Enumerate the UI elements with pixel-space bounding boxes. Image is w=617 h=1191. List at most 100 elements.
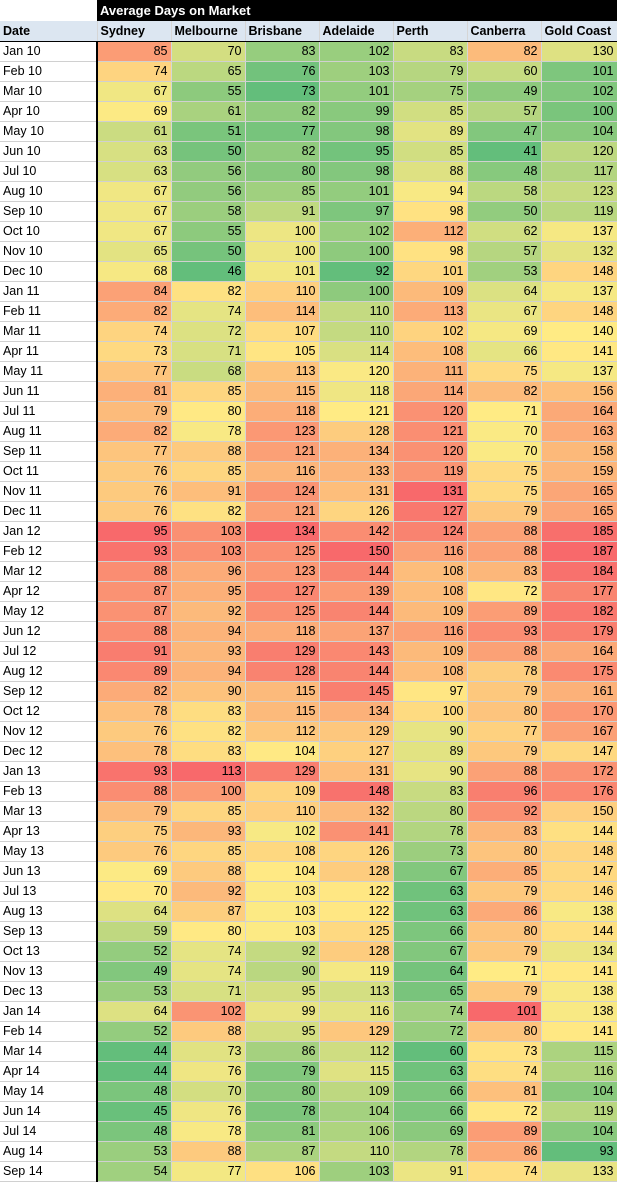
- value-cell[interactable]: 107: [245, 321, 320, 342]
- value-cell[interactable]: 105: [245, 341, 320, 362]
- value-cell[interactable]: 104: [541, 121, 617, 142]
- value-cell[interactable]: 130: [541, 41, 617, 62]
- value-cell[interactable]: 47: [467, 121, 542, 142]
- value-cell[interactable]: 100: [319, 241, 394, 262]
- value-cell[interactable]: 74: [467, 1161, 542, 1182]
- value-cell[interactable]: 140: [541, 321, 617, 342]
- value-cell[interactable]: 103: [319, 61, 394, 82]
- date-cell[interactable]: Jul 12: [0, 641, 98, 662]
- value-cell[interactable]: 103: [245, 881, 320, 902]
- value-cell[interactable]: 87: [245, 1141, 320, 1162]
- value-cell[interactable]: 85: [393, 141, 468, 162]
- value-cell[interactable]: 124: [393, 521, 468, 542]
- value-cell[interactable]: 115: [319, 1061, 394, 1082]
- value-cell[interactable]: 164: [541, 641, 617, 662]
- value-cell[interactable]: 126: [319, 841, 394, 862]
- value-cell[interactable]: 64: [97, 1001, 172, 1022]
- value-cell[interactable]: 101: [541, 61, 617, 82]
- date-cell[interactable]: May 12: [0, 601, 98, 622]
- date-cell[interactable]: Aug 13: [0, 901, 98, 922]
- value-cell[interactable]: 80: [467, 1021, 542, 1042]
- value-cell[interactable]: 71: [171, 981, 246, 1002]
- date-cell[interactable]: Sep 12: [0, 681, 98, 702]
- value-cell[interactable]: 100: [393, 701, 468, 722]
- value-cell[interactable]: 179: [541, 621, 617, 642]
- value-cell[interactable]: 58: [171, 201, 246, 222]
- value-cell[interactable]: 92: [171, 601, 246, 622]
- column-header-melbourne[interactable]: Melbourne: [171, 21, 246, 42]
- date-cell[interactable]: Jul 14: [0, 1121, 98, 1142]
- value-cell[interactable]: 103: [245, 921, 320, 942]
- value-cell[interactable]: 148: [541, 841, 617, 862]
- value-cell[interactable]: 48: [97, 1121, 172, 1142]
- value-cell[interactable]: 109: [393, 641, 468, 662]
- value-cell[interactable]: 79: [467, 941, 542, 962]
- value-cell[interactable]: 93: [171, 821, 246, 842]
- value-cell[interactable]: 46: [171, 261, 246, 282]
- value-cell[interactable]: 115: [541, 1041, 617, 1062]
- value-cell[interactable]: 83: [393, 781, 468, 802]
- value-cell[interactable]: 122: [319, 901, 394, 922]
- value-cell[interactable]: 88: [393, 161, 468, 182]
- value-cell[interactable]: 75: [393, 81, 468, 102]
- value-cell[interactable]: 147: [541, 861, 617, 882]
- value-cell[interactable]: 114: [393, 381, 468, 402]
- value-cell[interactable]: 81: [467, 1081, 542, 1102]
- value-cell[interactable]: 114: [319, 341, 394, 362]
- value-cell[interactable]: 120: [393, 441, 468, 462]
- value-cell[interactable]: 75: [97, 821, 172, 842]
- value-cell[interactable]: 71: [467, 401, 542, 422]
- value-cell[interactable]: 110: [319, 301, 394, 322]
- value-cell[interactable]: 82: [467, 381, 542, 402]
- value-cell[interactable]: 77: [171, 1161, 246, 1182]
- value-cell[interactable]: 122: [319, 881, 394, 902]
- value-cell[interactable]: 82: [171, 721, 246, 742]
- date-column-header[interactable]: Date: [0, 21, 98, 42]
- value-cell[interactable]: 87: [97, 581, 172, 602]
- date-cell[interactable]: Nov 10: [0, 241, 98, 262]
- value-cell[interactable]: 121: [393, 421, 468, 442]
- value-cell[interactable]: 103: [171, 521, 246, 542]
- value-cell[interactable]: 79: [97, 801, 172, 822]
- value-cell[interactable]: 70: [467, 441, 542, 462]
- value-cell[interactable]: 79: [467, 501, 542, 522]
- date-cell[interactable]: Jun 12: [0, 621, 98, 642]
- value-cell[interactable]: 83: [393, 41, 468, 62]
- value-cell[interactable]: 127: [245, 581, 320, 602]
- value-cell[interactable]: 119: [319, 961, 394, 982]
- value-cell[interactable]: 99: [245, 1001, 320, 1022]
- value-cell[interactable]: 90: [171, 681, 246, 702]
- value-cell[interactable]: 77: [467, 721, 542, 742]
- value-cell[interactable]: 77: [245, 121, 320, 142]
- value-cell[interactable]: 124: [245, 481, 320, 502]
- value-cell[interactable]: 108: [393, 581, 468, 602]
- date-cell[interactable]: Jun 14: [0, 1101, 98, 1122]
- value-cell[interactable]: 108: [245, 841, 320, 862]
- value-cell[interactable]: 85: [171, 841, 246, 862]
- value-cell[interactable]: 131: [319, 481, 394, 502]
- date-cell[interactable]: Apr 11: [0, 341, 98, 362]
- value-cell[interactable]: 98: [319, 161, 394, 182]
- value-cell[interactable]: 58: [467, 181, 542, 202]
- value-cell[interactable]: 103: [319, 1161, 394, 1182]
- value-cell[interactable]: 148: [319, 781, 394, 802]
- date-cell[interactable]: Jan 11: [0, 281, 98, 302]
- date-cell[interactable]: Mar 13: [0, 801, 98, 822]
- value-cell[interactable]: 74: [171, 961, 246, 982]
- value-cell[interactable]: 91: [245, 201, 320, 222]
- value-cell[interactable]: 100: [171, 781, 246, 802]
- value-cell[interactable]: 131: [393, 481, 468, 502]
- column-header-gold-coast[interactable]: Gold Coast: [541, 21, 617, 42]
- value-cell[interactable]: 64: [97, 901, 172, 922]
- value-cell[interactable]: 139: [319, 581, 394, 602]
- value-cell[interactable]: 85: [171, 801, 246, 822]
- value-cell[interactable]: 53: [467, 261, 542, 282]
- value-cell[interactable]: 120: [541, 141, 617, 162]
- date-cell[interactable]: Apr 10: [0, 101, 98, 122]
- value-cell[interactable]: 121: [319, 401, 394, 422]
- value-cell[interactable]: 119: [393, 461, 468, 482]
- value-cell[interactable]: 137: [541, 361, 617, 382]
- value-cell[interactable]: 108: [393, 661, 468, 682]
- value-cell[interactable]: 60: [393, 1041, 468, 1062]
- value-cell[interactable]: 126: [319, 501, 394, 522]
